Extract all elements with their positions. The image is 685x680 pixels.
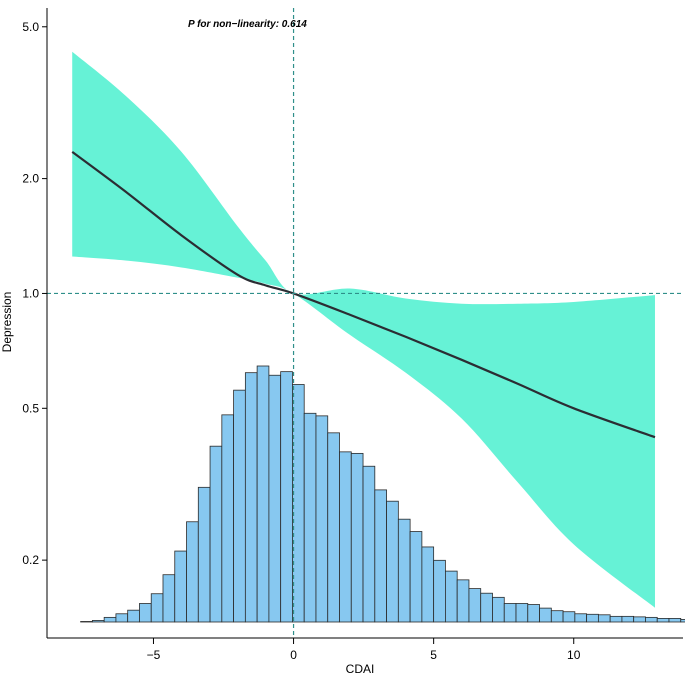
histogram-bar — [621, 615, 635, 623]
y-ticks: 0.2 0.5 1.0 2.0 5.0 — [22, 20, 47, 567]
histogram-bar — [233, 389, 246, 623]
x-tick-label: 10 — [567, 648, 581, 662]
histogram-bar — [174, 550, 187, 623]
histogram-bar — [397, 518, 411, 623]
histogram-bar — [127, 609, 140, 623]
histogram-bar — [503, 603, 517, 623]
histogram-bar — [480, 592, 493, 623]
histogram-bar — [209, 445, 223, 623]
y-tick-label: 0.2 — [22, 553, 39, 567]
histogram-bar — [80, 621, 93, 623]
histogram-bar — [586, 613, 599, 623]
y-tick-label: 5.0 — [22, 20, 39, 34]
reference-lines-layer — [47, 8, 683, 638]
histogram-bar — [468, 588, 482, 623]
histogram-bar — [315, 415, 329, 623]
y-tick-label: 2.0 — [22, 172, 39, 186]
histogram-bar — [421, 546, 435, 623]
histogram-bar — [492, 596, 505, 623]
y-axis-title: Depression — [0, 292, 14, 353]
histogram-bar — [574, 613, 588, 623]
histogram-bar — [680, 619, 685, 623]
x-tick-label: 0 — [290, 648, 297, 662]
histogram-bar — [539, 607, 552, 623]
histogram-layer — [80, 365, 685, 623]
histogram-bar — [221, 414, 235, 623]
histogram-bar — [115, 613, 129, 623]
confidence-band-layer — [72, 51, 655, 608]
confidence-band — [72, 51, 655, 608]
y-tick-label: 0.5 — [22, 401, 39, 415]
histogram-bar — [256, 365, 270, 623]
histogram-bar — [303, 412, 317, 623]
histogram-bar — [609, 615, 623, 623]
histogram-bar — [550, 610, 564, 623]
curve-layer — [71, 150, 656, 439]
histogram-bar — [597, 614, 611, 623]
histogram-bar — [433, 559, 446, 623]
histogram-bar — [186, 521, 199, 623]
histogram-bar — [409, 531, 423, 623]
histogram-bar — [445, 570, 458, 623]
histogram-bar — [244, 372, 258, 623]
histogram-bar — [362, 465, 376, 623]
histogram-bar — [327, 432, 340, 623]
histogram-bar — [139, 603, 152, 623]
histogram-bar — [527, 604, 540, 623]
histogram-bar — [456, 579, 470, 623]
odds-ratio-curve — [71, 150, 656, 439]
histogram-bar — [292, 384, 305, 623]
histogram-bar — [668, 618, 682, 623]
histogram-bar — [374, 489, 387, 623]
histogram-bar — [280, 371, 293, 623]
y-tick-label: 1.0 — [22, 286, 39, 300]
histogram-bar — [645, 616, 658, 623]
nonlinearity-annotation: P for non−linearity: 0.614 — [188, 19, 307, 30]
histogram-bar — [91, 620, 105, 623]
histogram-bar — [339, 451, 352, 623]
x-ticks: −5 0 5 10 — [147, 638, 581, 662]
x-tick-label: −5 — [147, 648, 161, 662]
histogram-bar — [350, 452, 364, 623]
x-axis-title: CDAI — [346, 662, 375, 676]
histogram-bar — [633, 616, 646, 623]
histogram-bar — [162, 574, 176, 623]
histogram-bar — [150, 593, 164, 623]
x-tick-label: 5 — [430, 648, 437, 662]
histogram-bar — [562, 611, 576, 623]
histogram-bar — [515, 603, 529, 623]
histogram-bar — [656, 618, 670, 623]
histogram-bar — [386, 500, 399, 623]
histogram-bar — [197, 486, 211, 623]
histogram-bar — [268, 374, 282, 623]
histogram-bar — [103, 616, 117, 623]
